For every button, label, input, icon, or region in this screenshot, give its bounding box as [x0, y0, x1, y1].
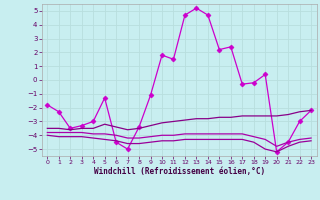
X-axis label: Windchill (Refroidissement éolien,°C): Windchill (Refroidissement éolien,°C)	[94, 167, 265, 176]
